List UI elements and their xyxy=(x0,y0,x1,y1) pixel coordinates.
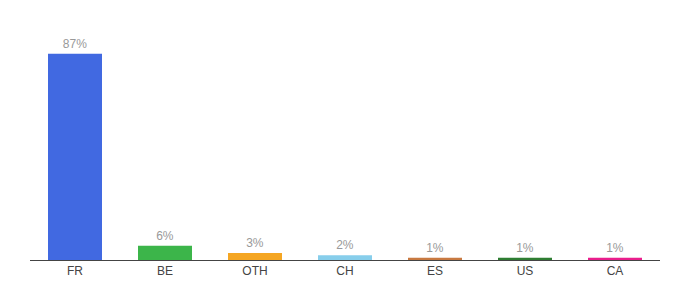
svg-text:OTH: OTH xyxy=(242,264,267,278)
svg-text:ES: ES xyxy=(427,264,443,278)
svg-text:3%: 3% xyxy=(246,236,264,250)
svg-text:1%: 1% xyxy=(516,241,534,255)
svg-text:US: US xyxy=(517,264,534,278)
svg-text:6%: 6% xyxy=(156,229,174,243)
svg-text:CH: CH xyxy=(336,264,353,278)
svg-text:1%: 1% xyxy=(606,241,624,255)
svg-text:CA: CA xyxy=(607,264,624,278)
svg-text:BE: BE xyxy=(157,264,173,278)
svg-text:FR: FR xyxy=(67,264,83,278)
svg-text:2%: 2% xyxy=(336,238,354,252)
svg-text:1%: 1% xyxy=(426,241,444,255)
svg-text:87%: 87% xyxy=(63,37,87,51)
